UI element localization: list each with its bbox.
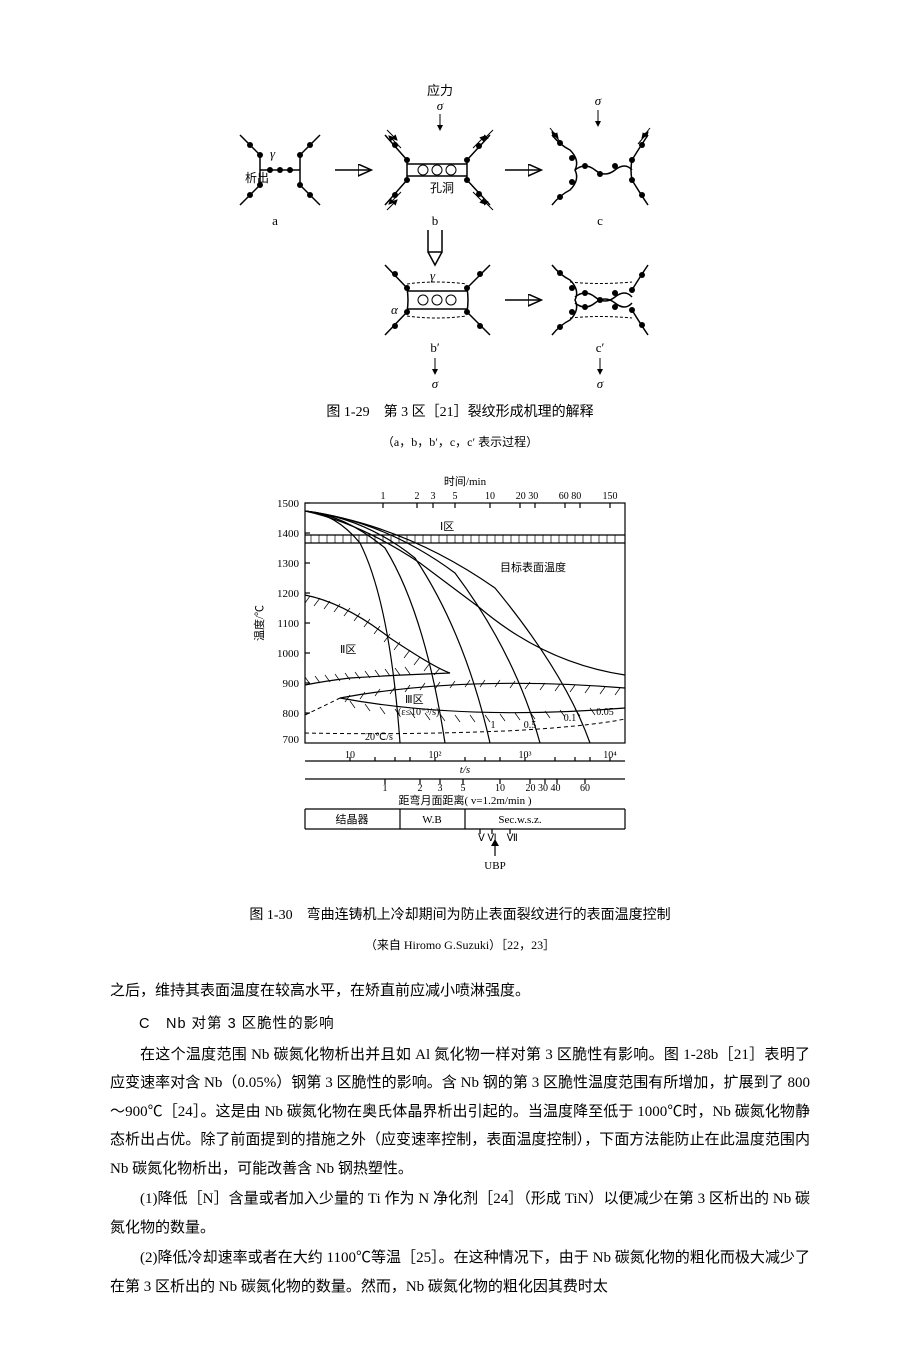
fig1-29-svg: .l { stroke:#000; stroke-width:1.5; fill…	[220, 80, 700, 390]
svg-text:1200: 1200	[277, 588, 300, 600]
svg-text:距弯月面距离( v=1.2m/min ): 距弯月面距离( v=1.2m/min )	[398, 793, 531, 807]
svg-text:b′: b′	[430, 340, 440, 355]
svg-text:γ: γ	[270, 146, 276, 161]
figure-1-30: .ax { stroke:#000; stroke-width:1.2; fil…	[110, 473, 810, 956]
figure-1-29: .l { stroke:#000; stroke-width:1.5; fill…	[110, 80, 810, 453]
svg-text:α: α	[391, 302, 399, 317]
svg-text:Ⅱ区: Ⅱ区	[340, 644, 356, 656]
svg-text:析出: 析出	[245, 171, 269, 185]
svg-text:Ⅰ区: Ⅰ区	[440, 521, 454, 533]
svg-text:应力: 应力	[427, 83, 453, 98]
para-after-fig: 之后，维持其表面温度在较高水平，在矫直前应减小喷淋强度。	[110, 977, 810, 1006]
para-c1: 在这个温度范围 Nb 碳氮化物析出并且如 Al 氮化物一样对第 3 区脆性有影响…	[110, 1041, 810, 1184]
svg-text:W.B: W.B	[422, 814, 441, 826]
svg-text:t/s: t/s	[460, 764, 470, 776]
svg-text:1100: 1100	[277, 618, 299, 630]
svg-text:0.1: 0.1	[564, 713, 577, 724]
svg-text:10: 10	[485, 491, 495, 502]
section-c-head: C Nb 对第 3 区脆性的影响	[110, 1011, 810, 1039]
svg-text:1300: 1300	[277, 558, 300, 570]
svg-text:c′: c′	[596, 340, 605, 355]
fig1-30-caption-sub: （来自 Hiromo G.Suzuki）［22，23］	[110, 934, 810, 957]
svg-text:σ: σ	[437, 98, 444, 113]
svg-text:60: 60	[580, 783, 590, 794]
fig1-30-caption: 图 1-30 弯曲连铸机上冷却期间为防止表面裂纹进行的表面温度控制	[110, 903, 810, 930]
svg-text:σ: σ	[595, 93, 602, 108]
svg-text:1: 1	[383, 783, 388, 794]
fig1-29-caption: 图 1-29 第 3 区［21］裂纹形成机理的解释	[110, 400, 810, 427]
svg-text:10: 10	[495, 783, 505, 794]
svg-text:150: 150	[603, 491, 618, 502]
svg-text:UBP: UBP	[484, 860, 505, 872]
svg-text:20 30 40: 20 30 40	[526, 783, 561, 794]
svg-text:目标表面温度: 目标表面温度	[500, 560, 566, 574]
svg-text:时间/min: 时间/min	[444, 475, 487, 488]
svg-text:(ε≤10⁻³/s): (ε≤10⁻³/s)	[398, 707, 439, 718]
svg-text:1400: 1400	[277, 528, 300, 540]
svg-text:孔洞: 孔洞	[430, 181, 454, 195]
svg-text:900: 900	[283, 678, 300, 690]
svg-text:Ⅴ Ⅵ Ⅶ: Ⅴ Ⅵ Ⅶ	[478, 833, 518, 844]
svg-text:0.05: 0.05	[596, 707, 614, 718]
svg-text:Sec.w.s.z.: Sec.w.s.z.	[498, 814, 542, 826]
svg-text:700: 700	[283, 734, 300, 746]
svg-text:5: 5	[461, 783, 466, 794]
svg-text:c: c	[597, 213, 603, 228]
svg-text:1: 1	[381, 491, 386, 502]
svg-text:3: 3	[431, 491, 436, 502]
fig1-30-svg: .ax { stroke:#000; stroke-width:1.2; fil…	[250, 473, 670, 883]
svg-text:0.5: 0.5	[524, 720, 537, 731]
svg-text:γ: γ	[430, 268, 436, 283]
svg-text:20℃/s: 20℃/s	[365, 732, 393, 743]
svg-text:温度/℃: 温度/℃	[252, 605, 266, 641]
para-c2: (1)降低［N］含量或者加入少量的 Ti 作为 N 净化剂［24］（形成 TiN…	[110, 1185, 810, 1242]
svg-text:b: b	[432, 213, 439, 228]
svg-text:2: 2	[415, 491, 420, 502]
para-c3: (2)降低冷却速率或者在大约 1100℃等温［25］。在这种情况下，由于 Nb …	[110, 1244, 810, 1301]
svg-text:1000: 1000	[277, 648, 300, 660]
svg-text:20 30: 20 30	[516, 491, 539, 502]
svg-text:σ: σ	[432, 376, 439, 390]
svg-text:1: 1	[491, 720, 496, 731]
svg-text:5: 5	[453, 491, 458, 502]
svg-text:2: 2	[418, 783, 423, 794]
svg-text:1500: 1500	[277, 498, 300, 510]
svg-text:a: a	[272, 213, 278, 228]
svg-text:800: 800	[283, 708, 300, 720]
svg-text:60 80: 60 80	[559, 491, 582, 502]
svg-text:σ: σ	[597, 376, 604, 390]
fig1-29-caption-sub: （a，b，b′，c，c′ 表示过程）	[110, 431, 810, 454]
svg-text:Ⅲ区: Ⅲ区	[405, 694, 424, 706]
svg-text:结晶器: 结晶器	[336, 813, 369, 826]
svg-text:3: 3	[438, 783, 443, 794]
